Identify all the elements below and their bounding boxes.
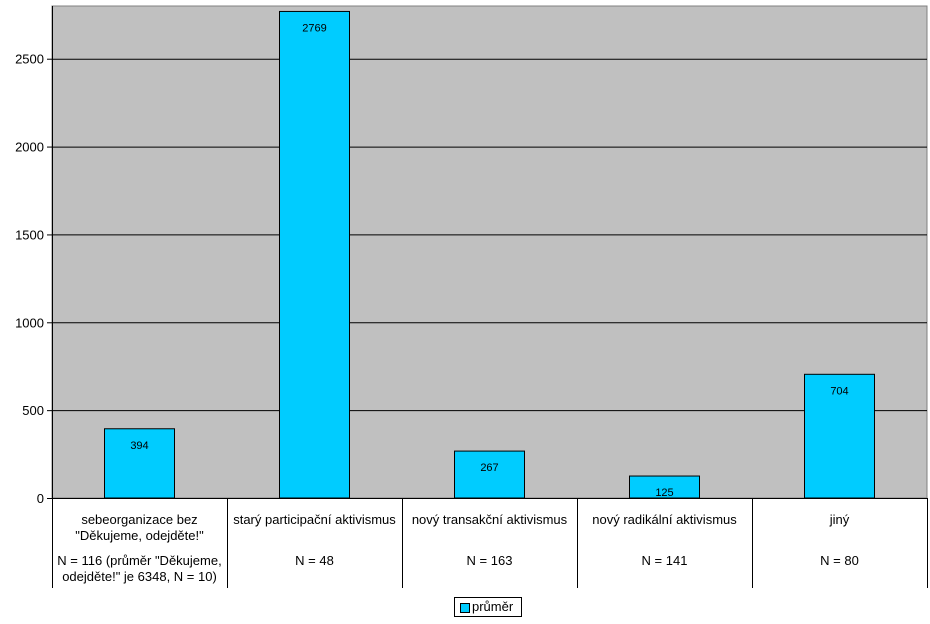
plot-area — [51, 5, 928, 499]
category-n-label: N = 141 — [641, 553, 688, 568]
data-label: 267 — [480, 462, 498, 474]
category-n-label: N = 48 — [295, 553, 334, 568]
category-label: nový radikální aktivismus — [592, 512, 737, 527]
gridlines — [52, 58, 927, 412]
category-n-label: N = 116 (průměr "Děkujeme, odejděte!" je… — [57, 553, 222, 584]
data-label: 704 — [830, 385, 848, 397]
y-tick-label: 2000 — [15, 140, 44, 155]
data-label: 2769 — [302, 22, 326, 34]
category-n-label: N = 80 — [820, 553, 859, 568]
category-n-label: N = 163 — [466, 553, 513, 568]
y-tick-label: 0 — [37, 491, 44, 506]
category-label: sebeorganizace bez "Děkujeme, odejděte!" — [75, 512, 204, 543]
legend: průměr — [454, 597, 522, 617]
category-label: jiný — [829, 512, 850, 527]
y-tick-label: 1500 — [15, 227, 44, 242]
data-label: 394 — [130, 440, 148, 452]
y-tick-label: 500 — [22, 403, 44, 418]
category-label: nový transakční aktivismus — [411, 512, 568, 527]
bar — [454, 450, 525, 499]
category-label: starý participační aktivismus — [233, 512, 396, 527]
bar — [804, 373, 875, 499]
bar — [279, 10, 350, 499]
legend-label: průměr — [472, 599, 514, 614]
axes: 0 500 1000 1500 2000 2500 — [15, 6, 928, 588]
data-label: 125 — [655, 487, 673, 499]
bars: 394 2769 267 125 704 — [104, 10, 875, 499]
legend-swatch — [460, 603, 470, 613]
y-tick-label: 1000 — [15, 315, 44, 330]
y-tick-label: 2500 — [15, 52, 44, 67]
